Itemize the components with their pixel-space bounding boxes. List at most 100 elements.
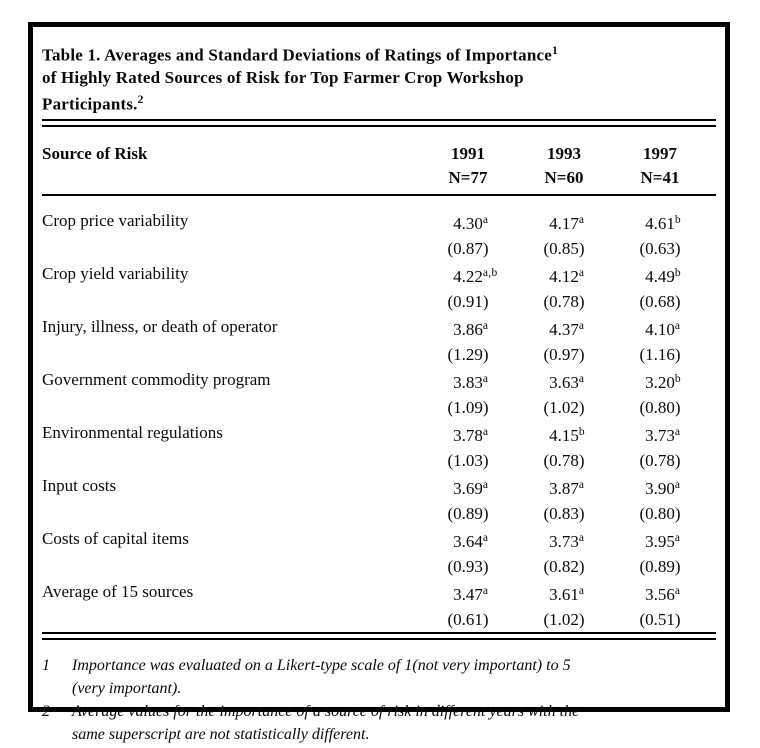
year-label: 1991 — [451, 144, 485, 164]
mean-value: 3.56 — [645, 585, 675, 605]
standard-deviation-value: (0.97) — [543, 345, 585, 365]
sample-size-label: N=60 — [544, 168, 584, 188]
value-cell: 3.73a (0.82) — [516, 526, 612, 579]
mean-value: 3.73 — [645, 426, 675, 446]
sample-size-label: N=77 — [448, 168, 488, 188]
column-header-1997: 1997 N=41 — [612, 142, 708, 190]
value-cell: 3.78a (1.03) — [420, 420, 516, 473]
mean-line: 3.78a — [453, 426, 489, 446]
standard-deviation-value: (0.85) — [543, 239, 585, 259]
title-line-2: of Highly Rated Sources of Risk for Top … — [42, 67, 524, 87]
source-of-risk-label: Input costs — [42, 476, 117, 496]
value-cell: 3.95a (0.89) — [612, 526, 708, 579]
footnote-line: (very important). — [72, 680, 182, 698]
standard-deviation-value: (1.03) — [447, 451, 489, 471]
mean-value: 4.12 — [549, 267, 579, 287]
mean-value: 3.64 — [453, 532, 483, 552]
value-cell: 3.61a (1.02) — [516, 579, 612, 632]
footnote-text: Importance was evaluated on a Likert-typ… — [72, 654, 716, 700]
mean-line: 4.15b — [549, 426, 585, 446]
standard-deviation-value: (0.78) — [543, 292, 585, 312]
table-row: Environmental regulations 3.78a (1.03) 4.15… — [42, 420, 716, 473]
mean-line: 4.49b — [645, 267, 681, 287]
value-cell: 3.90a (0.80) — [612, 473, 708, 526]
mean-line: 4.22a,b — [453, 267, 498, 287]
standard-deviation-value: (0.80) — [639, 398, 681, 418]
standard-deviation-value: (0.89) — [447, 504, 489, 524]
mean-line: 4.10a — [645, 320, 681, 340]
standard-deviation-value: (0.91) — [447, 292, 489, 312]
source-of-risk-label: Average of 15 sources — [42, 582, 194, 602]
source-of-risk-label: Government commodity program — [42, 370, 271, 390]
footnote-line: Average values for the importance of a s… — [72, 703, 580, 721]
column-header-1993: 1993 N=60 — [516, 142, 612, 190]
table-header: Source of Risk 1991 N=77 1993 N=60 1997 … — [42, 142, 716, 190]
table-row: Average of 15 sources 3.47a (0.61) 3.61a (1.… — [42, 579, 716, 632]
mean-line: 4.61b — [645, 214, 681, 234]
sample-size-label: N=41 — [640, 168, 680, 188]
mean-line: 3.95a — [645, 532, 681, 552]
mean-value: 3.86 — [453, 320, 483, 340]
title-line-1: Table 1. Averages and Standard Deviation… — [42, 45, 553, 65]
year-label: 1993 — [547, 144, 581, 164]
mean-value: 4.37 — [549, 320, 579, 340]
mean-line: 3.69a — [453, 479, 489, 499]
mean-value: 3.63 — [549, 373, 579, 393]
mean-value: 3.83 — [453, 373, 483, 393]
standard-deviation-value: (0.83) — [543, 504, 585, 524]
mean-line: 3.73a — [645, 426, 681, 446]
mean-line: 4.12a — [549, 267, 585, 287]
table-row: Injury, illness, or death of operator 3.8… — [42, 314, 716, 367]
standard-deviation-value: (0.89) — [639, 557, 681, 577]
column-header-source-of-risk: Source of Risk — [42, 144, 148, 164]
value-cell: 3.86a (1.29) — [420, 314, 516, 367]
value-cell: 4.17a (0.85) — [516, 208, 612, 261]
standard-deviation-value: (1.29) — [447, 345, 489, 365]
value-cell: 4.30a (0.87) — [420, 208, 516, 261]
standard-deviation-value: (0.61) — [447, 610, 489, 630]
value-cell: 3.56a (0.51) — [612, 579, 708, 632]
standard-deviation-value: (1.09) — [447, 398, 489, 418]
standard-deviation-value: (1.02) — [543, 610, 585, 630]
footnote-2: 2 Average values for the importance of a… — [42, 700, 716, 746]
standard-deviation-value: (0.63) — [639, 239, 681, 259]
standard-deviation-value: (0.68) — [639, 292, 681, 312]
value-cell: 3.64a (0.93) — [420, 526, 516, 579]
mean-value: 3.61 — [549, 585, 579, 605]
table-title: Table 1. Averages and Standard Deviation… — [42, 40, 716, 115]
standard-deviation-value: (0.87) — [447, 239, 489, 259]
value-cell: 3.63a (1.02) — [516, 367, 612, 420]
mean-value: 3.20 — [645, 373, 675, 393]
value-cell: 4.61b (0.63) — [612, 208, 708, 261]
standard-deviation-value: (0.78) — [543, 451, 585, 471]
footnote-1: 1 Importance was evaluated on a Likert-t… — [42, 654, 716, 700]
mean-value: 4.17 — [549, 214, 579, 234]
mean-value: 4.61 — [645, 214, 675, 234]
mean-value: 3.90 — [645, 479, 675, 499]
double-rule-top — [42, 119, 716, 128]
mean-line: 3.47a — [453, 585, 489, 605]
mean-value: 3.78 — [453, 426, 483, 446]
standard-deviation-value: (1.02) — [543, 398, 585, 418]
value-cell: 4.12a (0.78) — [516, 261, 612, 314]
title-footnote-marker-1: 1 — [552, 45, 558, 57]
header-rule — [42, 194, 716, 197]
mean-value: 3.95 — [645, 532, 675, 552]
mean-line: 4.17a — [549, 214, 585, 234]
mean-line: 3.20b — [645, 373, 681, 393]
mean-line: 3.83a — [453, 373, 489, 393]
value-cell: 3.69a (0.89) — [420, 473, 516, 526]
table-row: Crop yield variability 4.22a,b (0.91) 4.12a… — [42, 261, 716, 314]
mean-value: 4.49 — [645, 267, 675, 287]
value-cell: 3.83a (1.09) — [420, 367, 516, 420]
mean-line: 3.86a — [453, 320, 489, 340]
mean-line: 3.73a — [549, 532, 585, 552]
value-cell: 3.87a (0.83) — [516, 473, 612, 526]
mean-value: 3.73 — [549, 532, 579, 552]
table-frame: Table 1. Averages and Standard Deviation… — [28, 22, 730, 743]
mean-value: 4.30 — [453, 214, 483, 234]
value-cell: 3.20b (0.80) — [612, 367, 708, 420]
standard-deviation-value: (1.16) — [639, 345, 681, 365]
mean-value: 3.69 — [453, 479, 483, 499]
